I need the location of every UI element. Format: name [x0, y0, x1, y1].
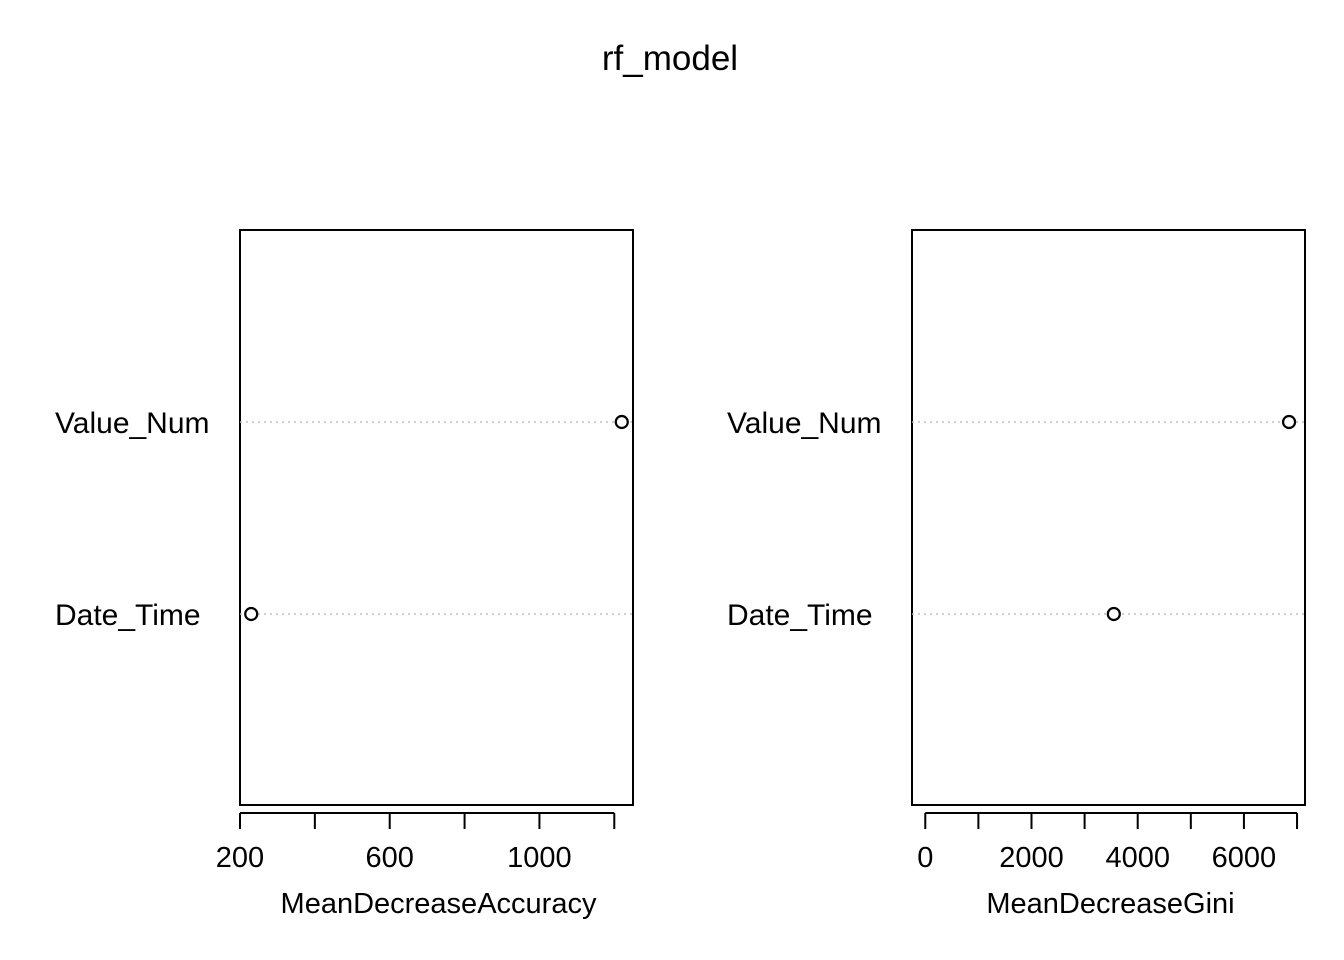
data-point: [244, 606, 259, 622]
main-title: rf_model: [602, 39, 738, 78]
data-point: [614, 414, 629, 430]
x-axis-title: MeanDecreaseGini: [986, 888, 1234, 920]
panel-mean-decrease-gini: Value_Num Date_Time 0 2000 4000 6000 MeanDecre…: [727, 229, 1306, 920]
x-tick-label: 2000: [999, 842, 1064, 874]
x-tick-label: 600: [366, 842, 414, 874]
row-label: Value_Num: [727, 407, 882, 440]
x-tick-label: 6000: [1212, 842, 1277, 874]
row-label: Value_Num: [55, 407, 210, 440]
plot-frame: [911, 229, 1306, 806]
row-label: Date_Time: [55, 599, 201, 632]
plot-frame: [239, 229, 634, 806]
data-point: [1281, 414, 1297, 430]
x-tick-label: 200: [216, 842, 264, 874]
x-tick-label: 0: [917, 842, 933, 874]
x-tick-label: 1000: [507, 842, 572, 874]
x-tick-label: 4000: [1105, 842, 1170, 874]
x-axis-title: MeanDecreaseAccuracy: [281, 888, 597, 920]
row-label: Date_Time: [727, 599, 873, 632]
panel-mean-decrease-accuracy: Value_Num Date_Time 200 600 1000 MeanDecrease…: [55, 229, 634, 920]
data-point: [1106, 606, 1121, 622]
